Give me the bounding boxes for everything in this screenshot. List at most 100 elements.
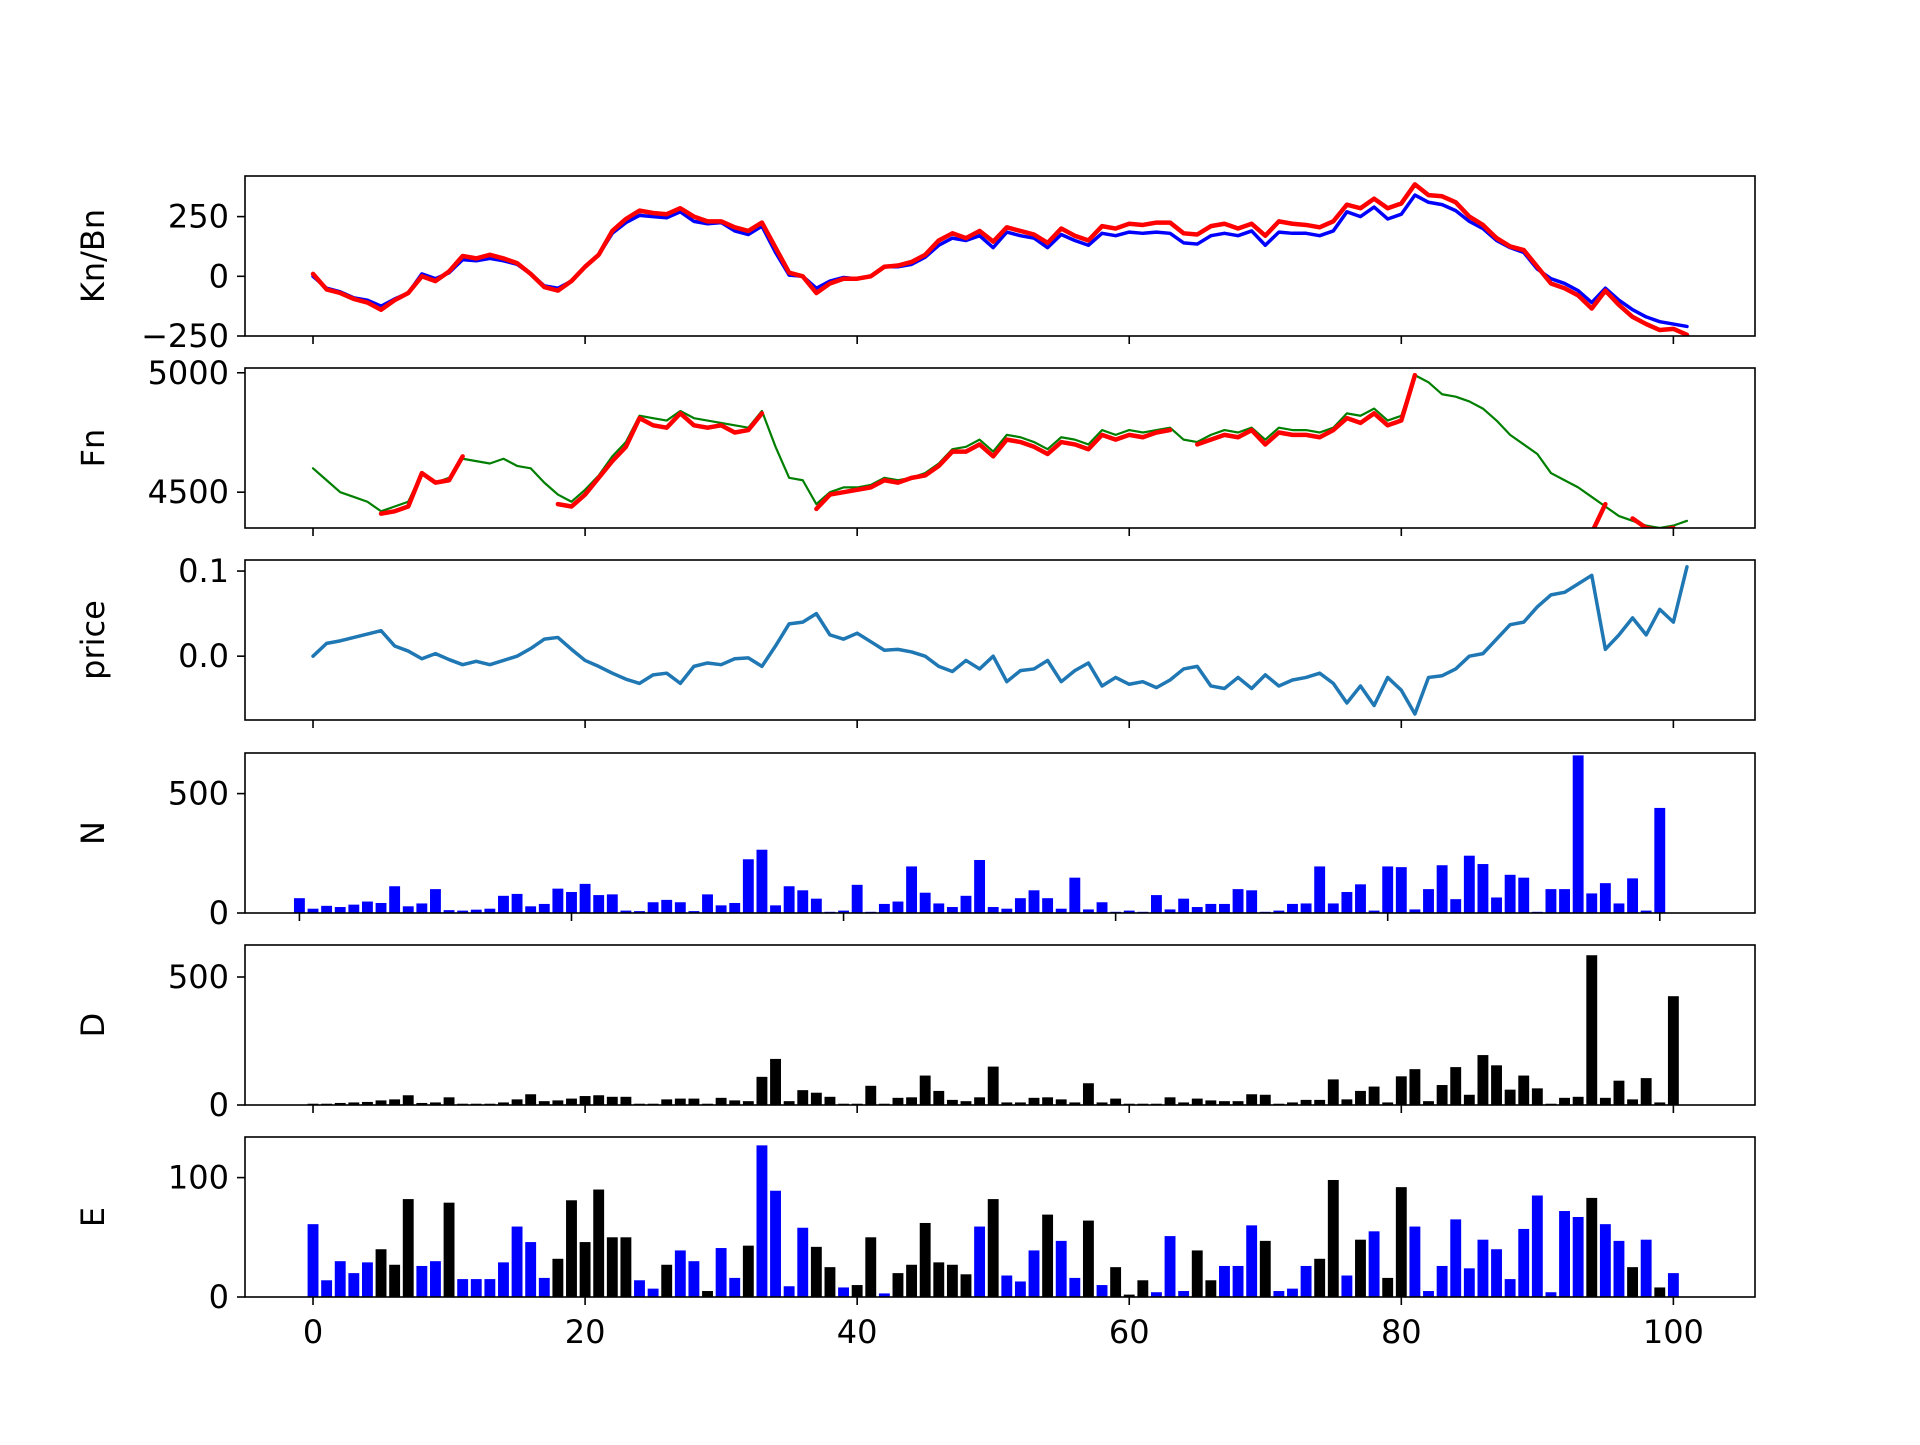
bar-56	[1069, 1102, 1081, 1105]
bar-71	[1273, 1291, 1285, 1297]
bar-94	[1586, 1197, 1598, 1297]
bar-87	[1491, 1065, 1502, 1105]
bar-65	[1191, 1098, 1203, 1105]
bar-76	[1341, 1275, 1353, 1297]
bar-75	[1314, 866, 1326, 913]
bar-88	[1491, 897, 1502, 913]
bar-49	[960, 895, 972, 913]
panel-price: 0.0 0.1 price	[74, 552, 1756, 728]
bar-32	[729, 902, 741, 913]
series-line-1	[310, 182, 1690, 336]
bar-93	[1559, 889, 1570, 913]
bar-17	[538, 1277, 550, 1297]
bar-5	[375, 1249, 387, 1297]
axes-frame	[244, 944, 1756, 1106]
bar-48	[946, 907, 958, 913]
bar-8	[416, 1265, 428, 1297]
bar-21	[593, 1189, 605, 1297]
y-tick-label: 500	[168, 958, 229, 996]
bar-88	[1504, 1279, 1516, 1297]
bar-2	[334, 1261, 346, 1297]
bar-62	[1151, 1292, 1162, 1297]
bar-46	[933, 1262, 945, 1297]
bar-72	[1287, 1288, 1298, 1297]
bar-55	[1042, 898, 1054, 913]
bar-66	[1191, 907, 1203, 913]
bar-5	[361, 901, 373, 913]
bar-58	[1096, 1285, 1108, 1297]
bar-33	[742, 859, 754, 913]
panel-d: 0 500 D	[74, 944, 1756, 1124]
y-axis-label: price	[74, 600, 112, 680]
bar-95	[1599, 1224, 1611, 1297]
bar-89	[1504, 874, 1516, 913]
bar-21	[579, 883, 591, 913]
bar-52	[1001, 908, 1013, 913]
bar-53	[1028, 1097, 1040, 1105]
series-line-1	[378, 372, 1676, 528]
bar-0	[307, 1224, 319, 1297]
bar-57	[1082, 1083, 1094, 1105]
bar-84	[1450, 1219, 1462, 1297]
bar-49	[974, 1226, 986, 1297]
bar-77	[1355, 1239, 1366, 1297]
bar-28	[688, 1261, 700, 1297]
y-tick-label: −250	[141, 317, 229, 355]
bar-57	[1082, 1220, 1094, 1297]
bar-27	[674, 1250, 686, 1297]
bar-61	[1123, 910, 1135, 913]
bar-68	[1232, 1265, 1244, 1297]
bar-75	[1327, 1179, 1339, 1297]
bar-59	[1110, 1267, 1122, 1297]
series-line-0	[311, 374, 1689, 528]
bar-50	[987, 1066, 999, 1105]
bar-8	[416, 1102, 428, 1105]
bar-41	[865, 1237, 877, 1297]
bar-87	[1491, 1249, 1502, 1297]
bar-18	[552, 1258, 564, 1297]
y-tick-label: 0	[209, 894, 229, 932]
bar-80	[1395, 1076, 1407, 1105]
bar-64	[1178, 1102, 1190, 1105]
x-tick-label: 0	[303, 1313, 323, 1351]
bar-0	[293, 898, 305, 913]
bar-33	[756, 1076, 768, 1105]
bar-75	[1327, 1079, 1339, 1105]
bar-12	[457, 910, 469, 913]
bar-20	[579, 1242, 591, 1297]
bar-97	[1613, 903, 1625, 913]
bar-29	[688, 911, 700, 913]
bar-82	[1409, 909, 1421, 913]
bar-97	[1627, 1099, 1639, 1105]
bar-90	[1531, 1195, 1543, 1297]
bar-6	[389, 1264, 401, 1297]
bar-26	[661, 1099, 673, 1105]
bar-84	[1450, 1067, 1462, 1105]
bar-55	[1055, 1099, 1067, 1105]
bar-92	[1545, 889, 1557, 913]
bar-58	[1082, 909, 1094, 913]
bar-81	[1409, 1069, 1421, 1105]
bar-18	[538, 903, 550, 913]
bar-61	[1137, 1280, 1149, 1297]
bar-24	[620, 910, 632, 913]
bar-4	[361, 1262, 373, 1297]
bar-15	[498, 895, 509, 913]
bar-65	[1178, 898, 1190, 913]
bar-100	[1667, 996, 1679, 1105]
bar-3	[348, 1102, 360, 1105]
bar-21	[593, 1095, 605, 1105]
bar-87	[1477, 864, 1489, 913]
bar-66	[1205, 1280, 1217, 1297]
x-tick-label: 40	[837, 1313, 878, 1351]
bar-36	[797, 1090, 809, 1105]
bar-99	[1654, 1287, 1666, 1297]
bar-44	[892, 901, 904, 913]
bar-28	[688, 1098, 700, 1105]
bar-73	[1300, 1099, 1312, 1105]
bar-100	[1654, 807, 1666, 913]
bar-6	[375, 902, 387, 913]
bar-86	[1477, 1055, 1489, 1105]
bar-30	[715, 1248, 727, 1297]
